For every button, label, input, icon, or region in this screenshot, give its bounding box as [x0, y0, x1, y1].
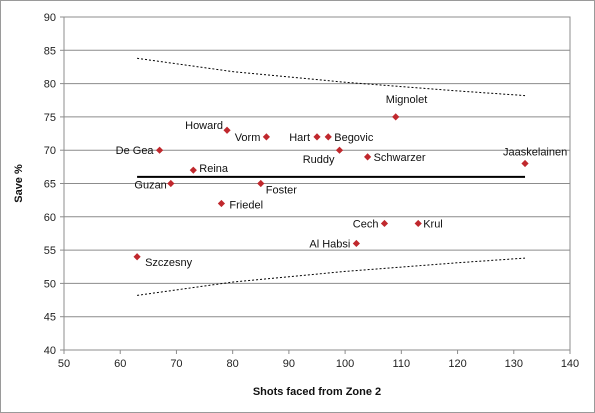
data-point-label: Ruddy	[303, 154, 335, 166]
data-point-marker	[223, 126, 231, 134]
x-tick-label: 90	[283, 358, 295, 370]
data-point-label: Friedel	[229, 199, 263, 211]
y-tick-label: 65	[44, 179, 56, 191]
data-point-marker	[133, 253, 141, 261]
x-axis-ticks: 50 60 70 80 90 100 110 120 130 140	[58, 350, 579, 370]
y-tick-label: 50	[44, 278, 56, 290]
data-point-marker	[380, 219, 389, 228]
data-point-marker	[155, 146, 164, 154]
y-tick-label: 70	[44, 145, 56, 157]
data-point-marker	[262, 133, 270, 141]
data-point-label: Vorm	[235, 132, 261, 144]
data-point-label: Mignolet	[386, 94, 428, 106]
x-tick-label: 60	[114, 358, 126, 370]
data-point-marker	[335, 146, 344, 154]
data-point-label: Begovic	[334, 132, 374, 144]
data-point-label: Cech	[353, 218, 379, 230]
data-point-label: Krul	[423, 218, 443, 230]
data-point-marker	[167, 179, 175, 188]
x-tick-label: 110	[393, 358, 411, 370]
lower-band-line	[137, 257, 526, 296]
data-point-label: Howard	[185, 120, 223, 132]
data-point-marker	[313, 133, 321, 141]
y-tick-label: 45	[44, 312, 56, 324]
y-tick-label: 85	[44, 45, 56, 57]
data-point-marker	[217, 199, 226, 208]
data-point-label: Schwarzer	[374, 152, 426, 164]
data-point-label: Al Habsi	[309, 238, 350, 250]
y-tick-label: 40	[44, 345, 56, 357]
x-tick-label: 140	[561, 358, 579, 370]
data-point-label: Foster	[266, 185, 298, 197]
x-tick-label: 100	[336, 358, 354, 370]
y-tick-label: 90	[44, 12, 56, 24]
data-points	[133, 113, 529, 261]
data-point-marker	[414, 219, 422, 228]
x-tick-label: 80	[227, 358, 239, 370]
data-point-marker	[392, 113, 400, 121]
data-point-label: De Gea	[116, 145, 155, 157]
y-axis-ticks: 40 45 50 55 60 65 70 75 80 85 90	[44, 12, 64, 357]
data-point-label: Reina	[199, 163, 229, 175]
data-point-marker	[364, 153, 372, 161]
data-point-label: Hart	[289, 132, 310, 144]
y-axis-title: Save %	[13, 164, 25, 203]
x-tick-label: 120	[448, 358, 466, 370]
y-tick-label: 80	[44, 79, 56, 91]
upper-band-line	[137, 57, 526, 97]
data-point-label: Guzan	[134, 180, 166, 192]
data-point-label: Jaaskelainen	[503, 147, 567, 159]
point-labels: Mignolet Howard Vorm Hart Begovic De Gea Ruddy…	[116, 94, 568, 269]
y-tick-label: 55	[44, 245, 56, 257]
x-tick-label: 70	[170, 358, 182, 370]
data-point-marker	[352, 239, 360, 248]
y-tick-label: 75	[44, 112, 56, 124]
data-point-label: Szczesny	[145, 257, 193, 269]
x-tick-label: 130	[505, 358, 523, 370]
y-tick-label: 60	[44, 212, 56, 224]
data-point-marker	[257, 179, 265, 188]
data-point-marker	[189, 166, 197, 174]
x-axis-title: Shots faced from Zone 2	[253, 386, 381, 398]
data-point-marker	[521, 159, 529, 168]
data-point-marker	[324, 133, 332, 141]
reference-lines	[137, 57, 526, 296]
x-tick-label: 50	[58, 358, 70, 370]
